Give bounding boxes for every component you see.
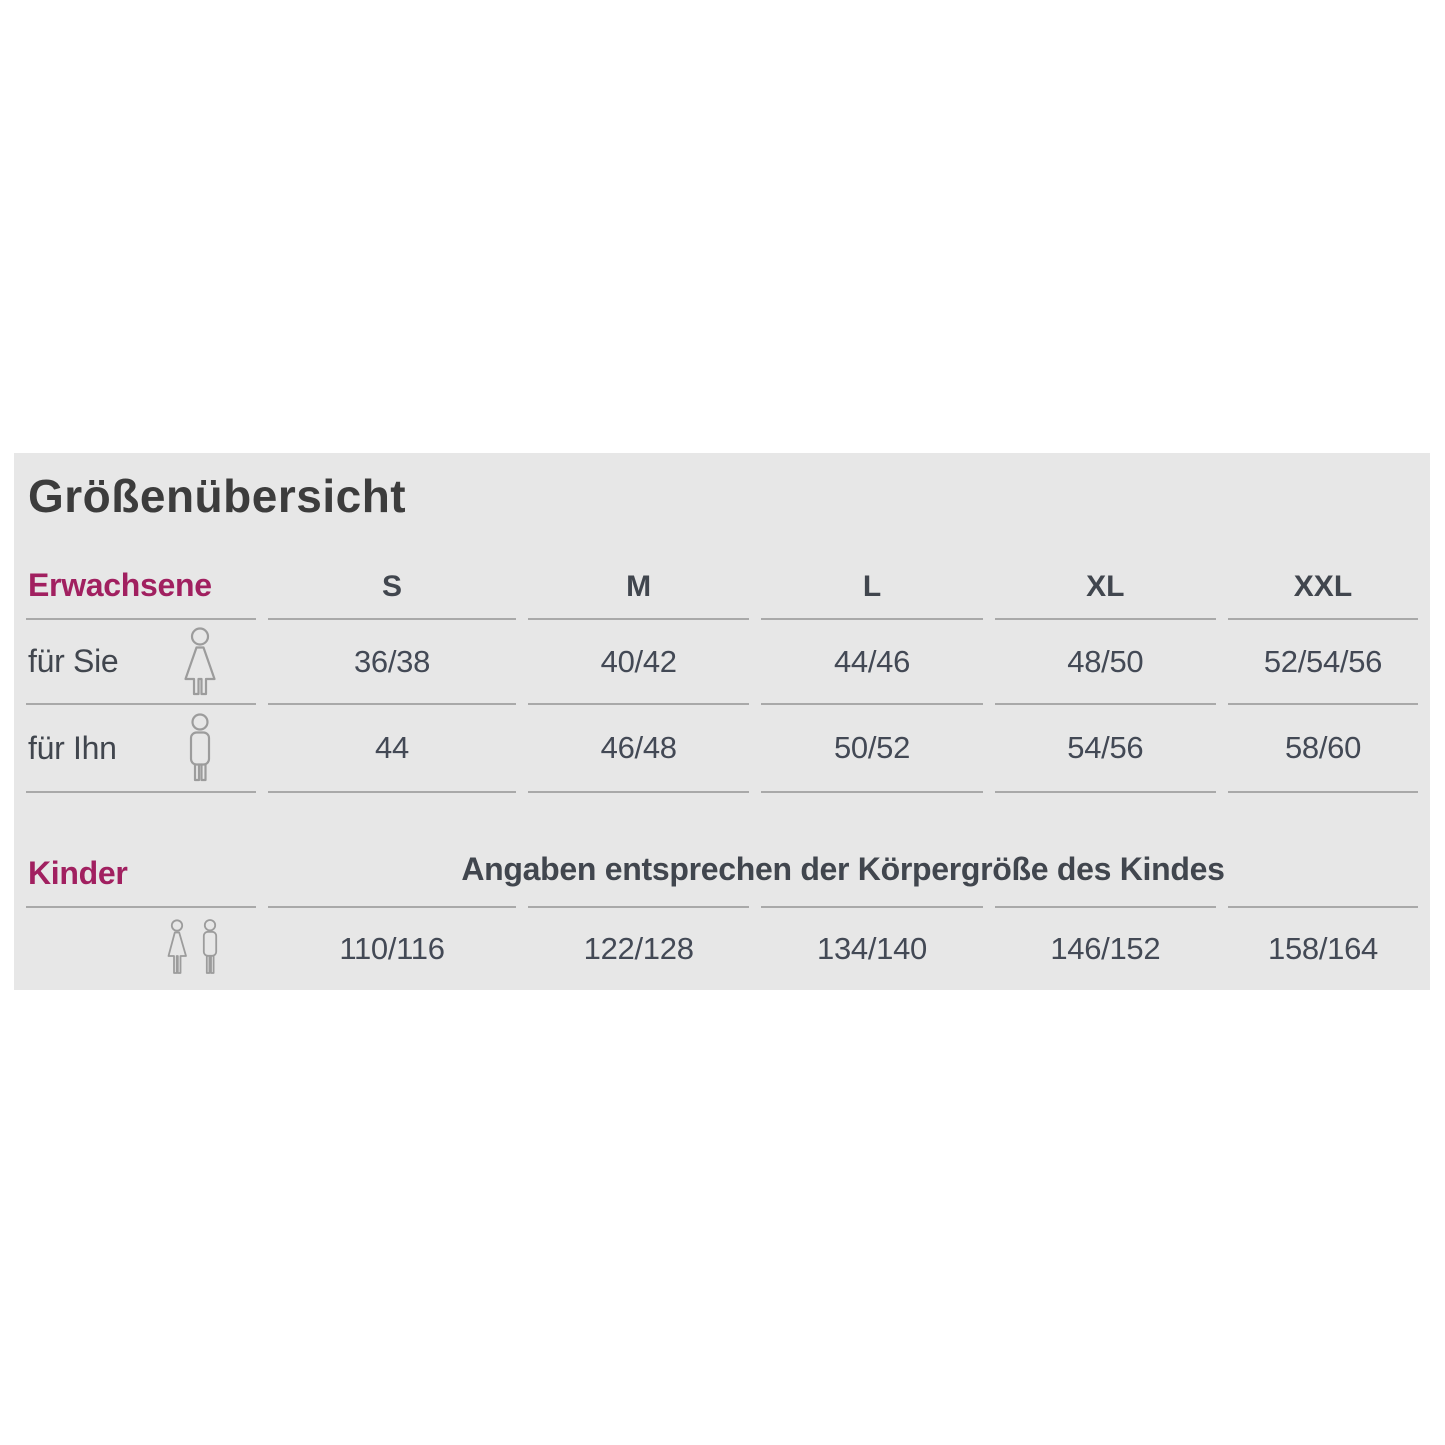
men-size-m: 46/48 bbox=[528, 705, 750, 793]
women-size-m: 40/42 bbox=[528, 620, 750, 705]
boy-icon bbox=[197, 918, 223, 980]
children-section-label: Kinder bbox=[26, 793, 256, 908]
man-icon bbox=[178, 713, 222, 783]
children-size-3: 134/140 bbox=[817, 931, 927, 966]
children-size-5: 158/164 bbox=[1268, 931, 1378, 966]
children-icons bbox=[26, 908, 256, 990]
children-size-2: 122/128 bbox=[583, 931, 694, 966]
size-table: Erwachsene S M L XL XXL für Sie 36/38 40… bbox=[14, 545, 1430, 990]
row-label-men-text: für Ihn bbox=[28, 729, 117, 766]
size-column-header-xxl: XXL bbox=[1227, 545, 1418, 620]
women-size-l: 44/46 bbox=[761, 620, 983, 705]
men-size-xxl: 58/60 bbox=[1227, 705, 1418, 793]
children-header-cell bbox=[994, 793, 1216, 908]
children-size-1: 110/116 bbox=[339, 931, 445, 966]
row-label-women: für Sie bbox=[26, 620, 256, 705]
adults-section-label: Erwachsene bbox=[26, 545, 256, 620]
women-size-xxl: 52/54/56 bbox=[1227, 620, 1418, 705]
row-label-men: für Ihn bbox=[26, 705, 256, 793]
men-size-l: 50/52 bbox=[761, 705, 983, 793]
children-header-cell bbox=[761, 793, 983, 908]
size-chart-panel: Größenübersicht Erwachsene S M L XL XXL … bbox=[14, 453, 1430, 990]
children-header-cell bbox=[528, 793, 750, 908]
children-size-4: 146/152 bbox=[1050, 931, 1161, 966]
size-column-header-xl: XL bbox=[994, 545, 1216, 620]
children-header-cell bbox=[1227, 793, 1418, 908]
size-column-header-l: L bbox=[761, 545, 983, 620]
row-label-women-text: für Sie bbox=[28, 643, 119, 679]
girl-icon bbox=[164, 918, 190, 980]
children-note: Angaben entsprechen der Körpergröße des … bbox=[461, 851, 1225, 887]
size-column-header-s: S bbox=[268, 545, 516, 620]
men-size-xl: 54/56 bbox=[994, 705, 1216, 793]
woman-icon bbox=[178, 626, 222, 697]
men-size-s: 44 bbox=[268, 705, 516, 793]
page-title: Größenübersicht bbox=[28, 470, 407, 522]
women-size-xl: 48/50 bbox=[994, 620, 1216, 705]
women-size-s: 36/38 bbox=[268, 620, 516, 705]
size-column-header-m: M bbox=[528, 545, 750, 620]
children-header-cell bbox=[268, 793, 516, 908]
